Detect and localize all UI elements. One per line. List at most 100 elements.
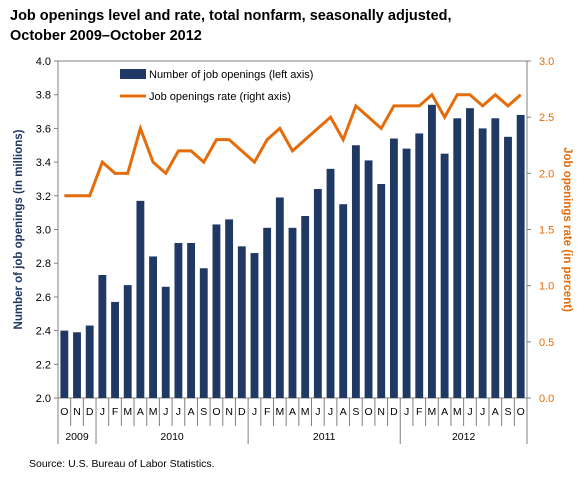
bar-job-openings — [161, 286, 170, 398]
bar-job-openings — [237, 246, 246, 398]
left-axis-title: Number of job openings (in millions) — [13, 129, 25, 329]
left-axis-tick-label: 2.0 — [36, 393, 51, 405]
right-axis-tick-label: 0.5 — [539, 337, 554, 349]
chart-title: Job openings level and rate, total nonfa… — [10, 6, 570, 46]
x-axis-year-label: 2010 — [160, 431, 184, 443]
x-axis-month-label: M — [453, 406, 462, 418]
bar-job-openings — [351, 145, 360, 398]
x-axis-month-label: D — [86, 406, 94, 418]
bar-job-openings — [364, 160, 373, 398]
x-axis-month-label: M — [149, 406, 158, 418]
bar-job-openings — [389, 138, 398, 398]
bar-job-openings — [263, 227, 272, 398]
x-axis-month-label: M — [275, 406, 284, 418]
bar-job-openings — [288, 227, 297, 398]
bar-job-openings — [428, 104, 436, 398]
source-note: Source: U.S. Bureau of Labor Statistics. — [29, 458, 215, 470]
bar-job-openings — [301, 216, 310, 398]
x-axis-month-label: S — [352, 406, 359, 418]
bar-job-openings — [199, 268, 208, 398]
bar-job-openings — [440, 153, 449, 398]
bar-job-openings — [111, 301, 119, 398]
x-axis-year-label: 2011 — [313, 431, 336, 443]
x-axis-month-label: M — [301, 406, 310, 418]
x-axis-month-label: S — [200, 406, 207, 418]
left-axis-tick-label: 2.6 — [36, 292, 51, 304]
x-axis-month-label: D — [390, 406, 398, 418]
bar-job-openings — [453, 118, 462, 398]
x-axis-month-label: J — [404, 406, 409, 418]
chart-title-line2: October 2009–October 2012 — [10, 28, 202, 44]
bar-job-openings — [123, 285, 132, 398]
right-axis-tick-label: 2.5 — [539, 112, 554, 124]
bar-job-openings — [136, 200, 145, 398]
x-axis-year-label: 2012 — [452, 431, 476, 443]
legend-line-label: Job openings rate (right axis) — [149, 91, 291, 103]
chart-title-line1: Job openings level and rate, total nonfa… — [10, 8, 452, 24]
x-axis-month-label: A — [441, 406, 448, 418]
bar-job-openings — [60, 330, 69, 398]
bar-job-openings — [187, 242, 196, 398]
bar-job-openings — [491, 118, 500, 398]
bar-job-openings — [466, 108, 474, 399]
x-axis-month-label: N — [377, 406, 385, 418]
x-axis-month-label: O — [517, 406, 525, 418]
x-axis-month-label: J — [328, 406, 333, 418]
x-axis-year-label: 2009 — [65, 431, 89, 443]
x-axis-month-label: N — [73, 406, 81, 418]
x-axis-month-label: A — [137, 406, 144, 418]
x-axis-month-label: O — [60, 406, 68, 418]
x-axis-month-label: O — [364, 406, 372, 418]
x-axis-month-label: A — [289, 406, 296, 418]
x-axis-month-label: F — [264, 406, 270, 418]
x-axis-month-label: J — [176, 406, 181, 418]
right-axis-tick-label: 2.0 — [539, 168, 554, 180]
x-axis-month-label: J — [163, 406, 168, 418]
legend: Number of job openings (left axis) Job op… — [120, 69, 313, 103]
x-axis-month-label: J — [100, 406, 105, 418]
bar-job-openings — [402, 148, 411, 398]
right-axis-title: Job openings rate (in percent) — [561, 147, 573, 312]
bar-job-openings — [377, 184, 386, 398]
x-axis-month-label: F — [416, 406, 422, 418]
bar-job-openings — [326, 168, 335, 398]
bar-job-openings — [504, 136, 512, 398]
x-axis-month-label: N — [225, 406, 233, 418]
bar-job-openings — [225, 219, 234, 398]
x-axis-month-label: M — [123, 406, 132, 418]
right-axis-tick-label: 1.5 — [539, 225, 554, 237]
left-axis-tick-label: 3.0 — [36, 225, 51, 237]
x-axis-month-label: J — [480, 406, 485, 418]
left-axis-tick-label: 2.4 — [36, 326, 51, 338]
bar-job-openings — [250, 253, 259, 398]
x-axis-month-label: A — [188, 406, 195, 418]
bar-job-openings — [516, 114, 525, 399]
legend-bar-label: Number of job openings (left axis) — [149, 69, 313, 81]
x-axis-month-label: J — [252, 406, 257, 418]
bar-job-openings — [85, 325, 94, 398]
left-axis-tick-label: 3.8 — [36, 90, 51, 102]
x-axis-month-label: S — [504, 406, 511, 418]
left-axis-tick-label: 2.8 — [36, 258, 51, 270]
bar-job-openings — [313, 189, 322, 398]
x-axis-month-label: O — [212, 406, 220, 418]
left-axis-tick-label: 3.4 — [36, 157, 51, 169]
x-axis-month-label: F — [112, 406, 118, 418]
left-axis-tick-label: 2.2 — [36, 359, 51, 371]
bar-job-openings — [149, 256, 157, 398]
x-axis-month-label: J — [467, 406, 472, 418]
right-axis-tick-label: 1.0 — [539, 281, 554, 293]
right-axis-tick-label: 0.0 — [539, 393, 554, 405]
bar-job-openings — [212, 224, 221, 398]
line-job-openings-rate — [64, 92, 522, 198]
right-axis-tick-label: 3.0 — [539, 56, 554, 68]
bar-job-openings — [478, 128, 487, 398]
bar-job-openings — [415, 133, 424, 398]
x-axis-month-label: M — [428, 406, 437, 418]
bar-job-openings — [174, 242, 183, 398]
x-axis-month-label: D — [238, 406, 246, 418]
bar-job-openings — [339, 204, 348, 398]
left-axis-tick-label: 4.0 — [36, 56, 51, 68]
left-axis-tick-label: 3.6 — [36, 123, 51, 135]
bar-job-openings — [73, 332, 81, 398]
